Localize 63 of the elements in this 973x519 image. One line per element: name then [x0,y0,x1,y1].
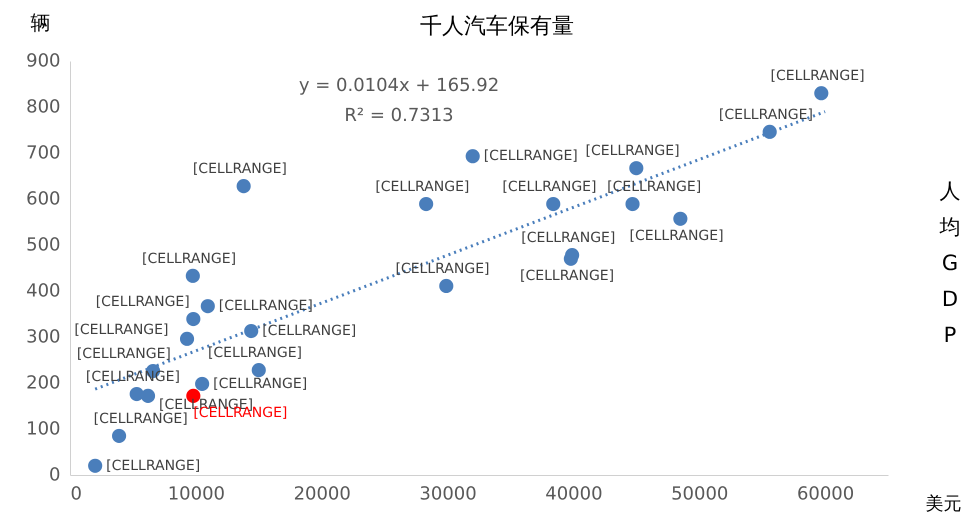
x-tick-label: 0 [70,484,82,504]
x-tick-label: 10000 [168,484,225,504]
y-tick-label: 900 [26,50,60,72]
data-label: [CELLRANGE] [142,250,236,267]
point [180,332,194,346]
y-tick-label: 300 [26,326,60,348]
chart-title: 千人汽车保有量 [420,14,574,39]
point [673,212,688,226]
data-label: [CELLRANGE] [521,230,616,246]
x-tick-label: 30000 [419,484,477,504]
data-label: [CELLRANGE] [106,458,200,474]
y-tick-label: 800 [26,96,60,118]
point [112,428,126,443]
point [546,197,560,212]
y-tick-label: 400 [26,280,60,302]
point [195,376,210,391]
text: 人均GDP [938,179,960,347]
point [140,388,156,403]
point [466,149,480,164]
point [814,86,828,100]
data-label: [CELLRANGE] [484,148,578,164]
data-label: [CELLRANGE] [213,376,308,392]
y-tick-label: 700 [26,142,60,164]
x-axis-title: 美元 [926,494,962,514]
data-label: [CELLRANGE] [520,268,614,284]
y-tick-label: 600 [26,188,60,210]
annotation: R² = 0.7313 [344,105,454,126]
point [186,268,200,283]
point [186,312,200,326]
y-axis-title: 辆 [30,10,50,34]
data-label: [CELLRANGE] [94,410,188,427]
point [88,458,102,473]
annotation: y = 0.0104x + 165.92 [298,75,500,96]
data-label: [CELLRANGE] [502,179,596,196]
data-label: [CELLRANGE] [375,179,470,196]
data-label: [CELLRANGE] [192,161,287,178]
data-label: [CELLRANGE] [770,68,865,84]
data-label: [CELLRANGE] [262,323,356,340]
x-tick-label: 60000 [796,484,854,504]
data-label: [CELLRANGE] [96,294,190,310]
y-tick-label: 100 [26,418,60,440]
point [439,278,454,293]
data-label: [CELLRANGE] [585,143,680,160]
data-label: [CELLRANGE] [208,345,302,362]
x-tick-label: 50000 [671,484,728,504]
data-label: [CELLRANGE] [218,298,313,314]
data-label: [CELLRANGE] [74,322,168,338]
data-label: [CELLRANGE] [76,346,171,362]
point [244,324,258,338]
point [419,197,434,212]
data-label: [CELLRANGE] [630,228,724,244]
y-tick-label: 200 [26,372,60,394]
x-tick-label: 40000 [545,484,603,504]
data-label: [CELLRANGE] [718,106,813,123]
y-tick-label: 0 [49,464,60,486]
x-tick-label: 20000 [294,484,351,504]
point [762,124,777,139]
y-tick-label: 500 [26,234,60,256]
point [236,179,251,194]
point [252,363,266,378]
point [625,197,640,212]
point [629,161,644,176]
point [200,299,215,314]
